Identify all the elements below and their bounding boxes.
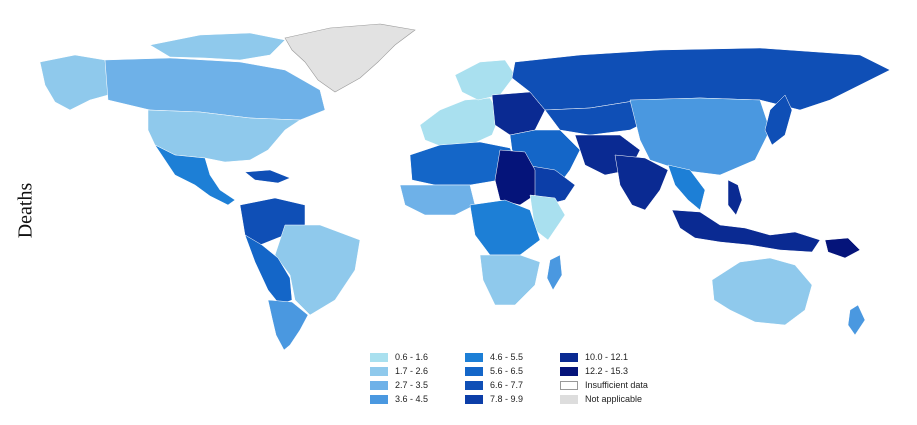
legend-swatch (465, 394, 483, 404)
legend-swatch (370, 352, 388, 362)
legend-swatch (560, 366, 578, 376)
legend: 0.6 - 1.6 1.7 - 2.6 2.7 - 3.5 3.6 - 4.5 4.6 … (370, 350, 670, 406)
legend-label: Insufficient data (585, 380, 648, 390)
region-philippines (727, 179, 743, 216)
legend-label: 12.2 - 15.3 (585, 366, 629, 376)
legend-label: 10.0 - 12.1 (585, 352, 629, 362)
legend-item: 5.6 - 6.5 (465, 364, 523, 378)
region-west-africa (399, 184, 476, 216)
legend-swatch (560, 394, 578, 404)
legend-item: 10.0 - 12.1 (560, 350, 648, 364)
legend-item: Not applicable (560, 392, 648, 406)
legend-item: Insufficient data (560, 378, 648, 392)
region-new-zealand (847, 304, 866, 336)
legend-column: 0.6 - 1.6 1.7 - 2.6 2.7 - 3.5 3.6 - 4.5 (370, 350, 428, 406)
region-australia (711, 257, 813, 326)
region-arctic-islands (149, 32, 286, 61)
legend-item: 3.6 - 4.5 (370, 392, 428, 406)
legend-label: 3.6 - 4.5 (395, 394, 429, 404)
legend-swatch (560, 380, 578, 390)
legend-label: 6.6 - 7.7 (490, 380, 524, 390)
region-andes (244, 234, 293, 306)
legend-swatch (560, 352, 578, 362)
region-indonesia (671, 209, 821, 253)
region-brazil (274, 224, 361, 316)
legend-label: 1.7 - 2.6 (395, 366, 429, 376)
region-china (629, 97, 771, 176)
legend-label: 5.6 - 6.5 (490, 366, 524, 376)
region-central-africa (469, 199, 541, 256)
legend-label: Not applicable (585, 394, 643, 404)
region-southern-cone (267, 299, 309, 351)
region-canada (104, 57, 326, 121)
region-japan (764, 94, 793, 146)
legend-item: 0.6 - 1.6 (370, 350, 428, 364)
legend-label: 7.8 - 9.9 (490, 394, 524, 404)
region-egypt-sudan (494, 149, 536, 206)
legend-swatch (465, 380, 483, 390)
region-southern-africa (479, 254, 541, 306)
region-greenland (284, 23, 416, 93)
region-southeast-asia (667, 164, 706, 211)
region-india (614, 154, 669, 211)
region-caribbean (244, 169, 291, 184)
region-papua (824, 237, 861, 259)
region-mexico (154, 144, 236, 206)
legend-item: 12.2 - 15.3 (560, 364, 648, 378)
legend-swatch (465, 366, 483, 376)
legend-label: 4.6 - 5.5 (490, 352, 524, 362)
legend-label: 0.6 - 1.6 (395, 352, 429, 362)
legend-item: 4.6 - 5.5 (465, 350, 523, 364)
region-alaska (39, 54, 109, 111)
region-europe-west (419, 97, 501, 149)
legend-swatch (370, 394, 388, 404)
legend-label: 2.7 - 3.5 (395, 380, 429, 390)
legend-swatch (370, 366, 388, 376)
region-madagascar (546, 254, 563, 291)
legend-column: 4.6 - 5.5 5.6 - 6.5 6.6 - 7.7 7.8 - 9.9 (465, 350, 523, 406)
legend-item: 2.7 - 3.5 (370, 378, 428, 392)
legend-item: 7.8 - 9.9 (465, 392, 523, 406)
legend-item: 6.6 - 7.7 (465, 378, 523, 392)
region-russia (511, 47, 891, 111)
legend-column: 10.0 - 12.1 12.2 - 15.3 Insufficient data N… (560, 350, 648, 406)
legend-item: 1.7 - 2.6 (370, 364, 428, 378)
region-scandinavia (454, 59, 516, 101)
legend-swatch (465, 352, 483, 362)
legend-swatch (370, 380, 388, 390)
